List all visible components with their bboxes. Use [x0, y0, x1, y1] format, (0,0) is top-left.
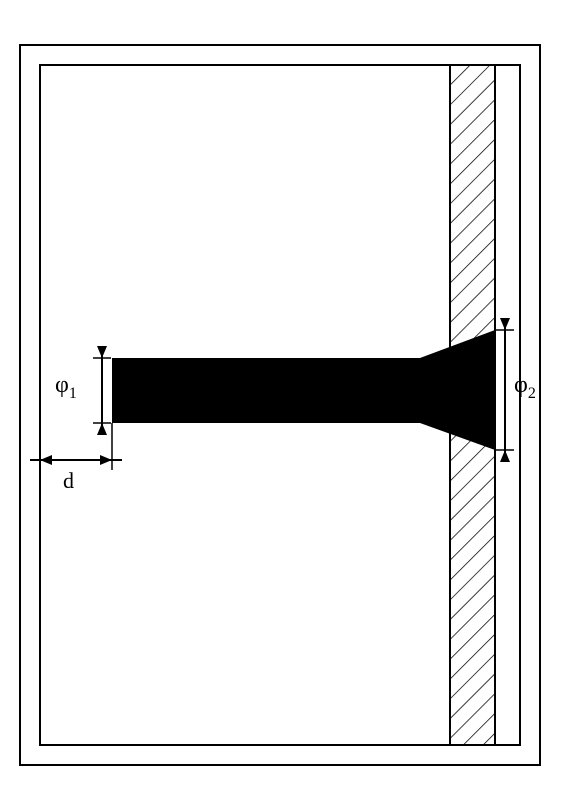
- phi1-subscript: 1: [69, 385, 77, 402]
- dim-phi1: [93, 346, 111, 435]
- dim-phi2: [496, 318, 514, 462]
- phi1-label: φ1: [55, 372, 77, 403]
- phi2-symbol: φ: [514, 372, 528, 398]
- phi2-label: φ2: [514, 372, 536, 403]
- d-label: d: [63, 468, 74, 494]
- shaft-body: [112, 358, 420, 423]
- phi1-symbol: φ: [55, 372, 69, 398]
- diagram-canvas: [0, 0, 569, 790]
- d-symbol: d: [63, 468, 74, 493]
- shaft-flare: [420, 330, 495, 450]
- phi2-subscript: 2: [528, 385, 536, 402]
- dim-d: [30, 423, 122, 470]
